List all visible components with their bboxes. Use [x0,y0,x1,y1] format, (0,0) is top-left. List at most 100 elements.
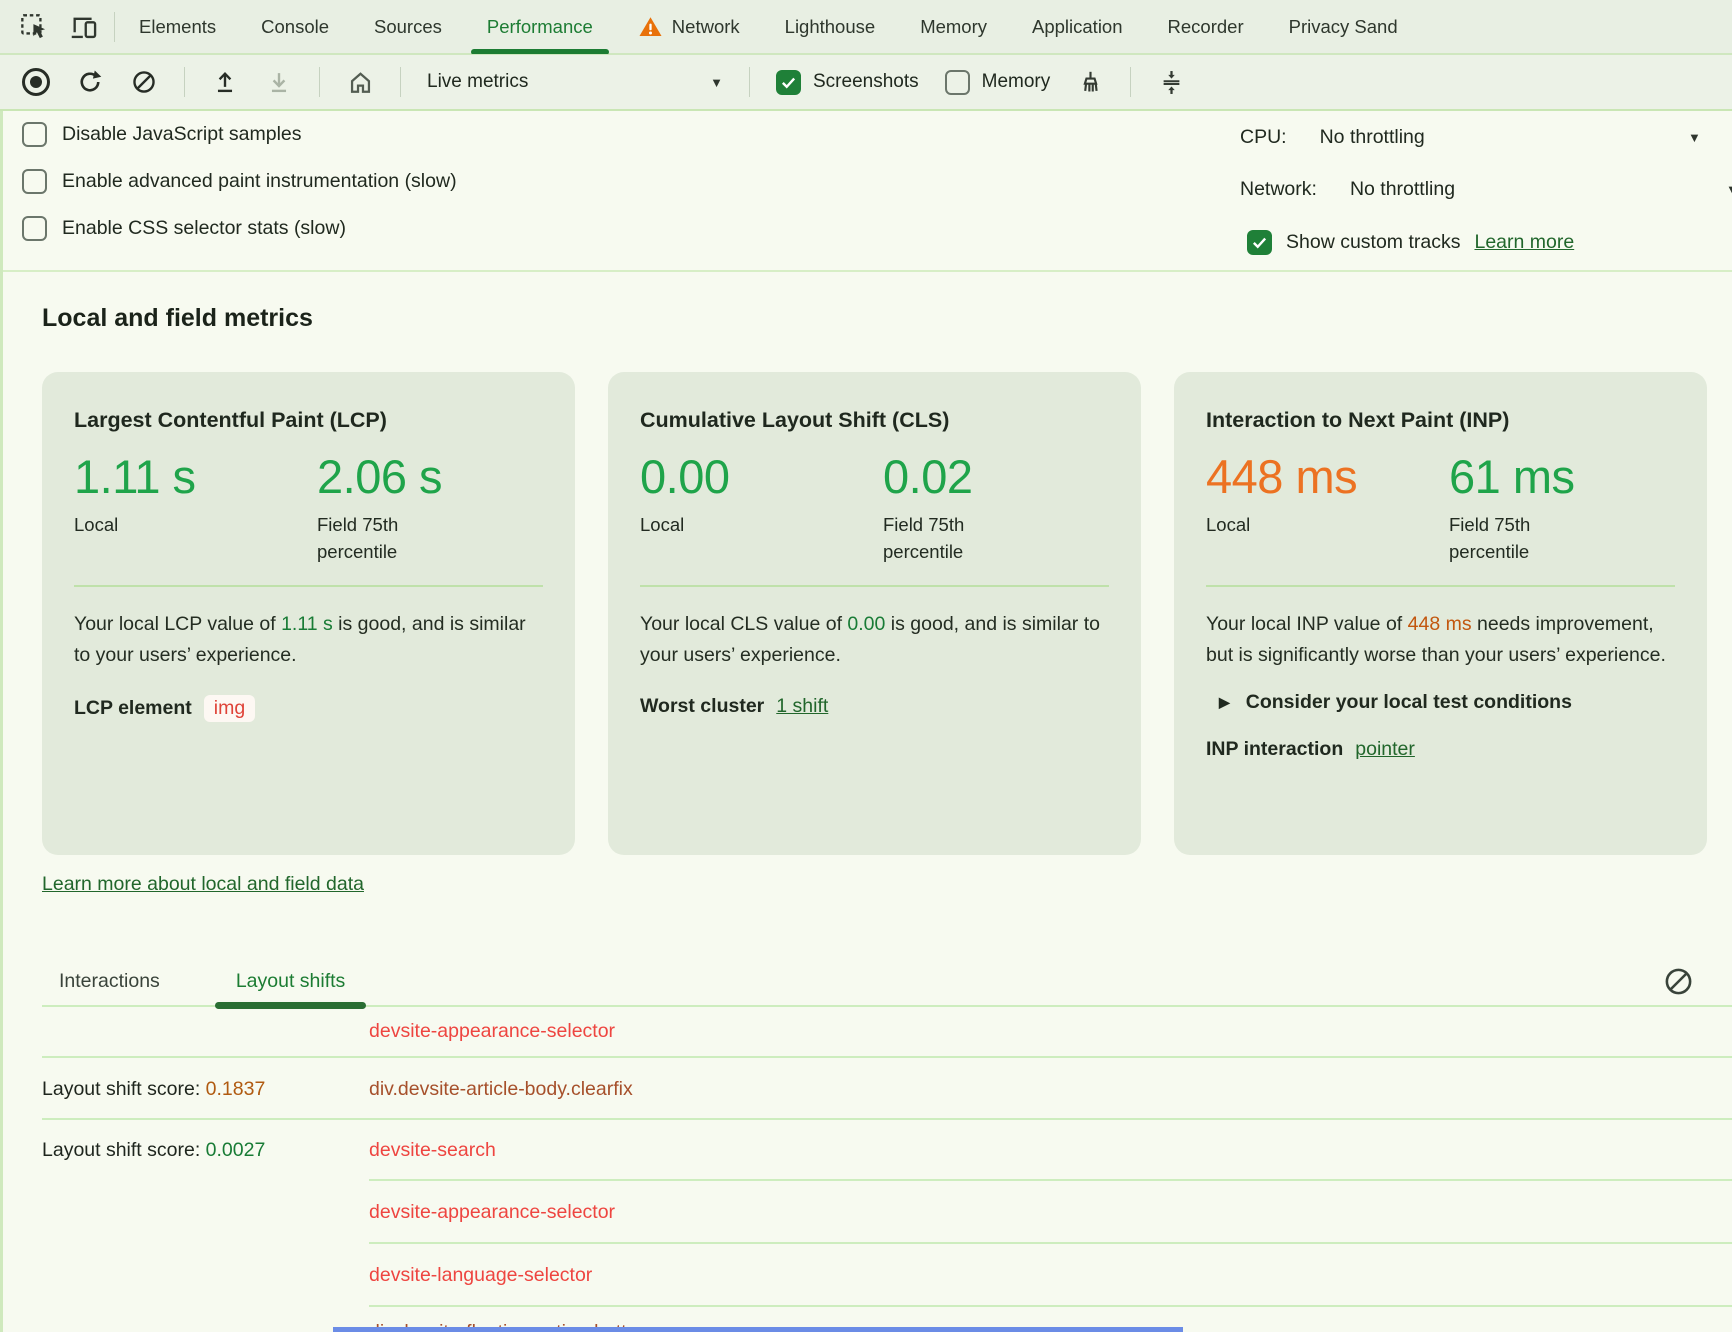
clear-icon[interactable] [130,68,158,96]
lcp-element-row: LCP element img [74,695,543,722]
upload-profile-icon[interactable] [211,68,239,96]
checkbox-unchecked-icon [944,69,970,95]
checkbox-checked-icon [1247,230,1272,255]
cls-field-value: 0.02 [883,450,973,503]
device-toolbar-icon[interactable] [70,13,98,41]
layout-shift-row: devsite-appearance-selector [42,1005,1732,1058]
reload-and-record-icon[interactable] [76,68,104,96]
layout-shift-row: devsite-language-selector [42,1244,1732,1307]
tab-privacy-sandbox[interactable]: Privacy Sand [1289,0,1398,54]
layout-shift-row: Layout shift score: 0.0027 devsite-searc… [42,1120,1732,1181]
checkbox-unchecked-icon [22,122,47,147]
field-label: Field 75th percentile [883,514,965,562]
tab-console[interactable]: Console [261,0,329,54]
tracks-learn-more-link[interactable]: Learn more [1474,231,1575,253]
layout-shift-rows: devsite-appearance-selector Layout shift… [42,1005,1732,1332]
tab-elements[interactable]: Elements [139,0,216,54]
memory-label: Memory [981,71,1051,92]
node-link[interactable]: devsite-search [369,1139,496,1161]
memory-checkbox[interactable]: Memory [944,69,1051,95]
tab-label: Application [1032,15,1123,37]
inp-interaction-link[interactable]: pointer [1355,738,1415,760]
record-button[interactable] [22,68,50,96]
tab-lighthouse[interactable]: Lighthouse [785,0,876,54]
tab-sources[interactable]: Sources [374,0,442,54]
desc-text: Your local CLS value of [640,613,848,635]
tab-recorder[interactable]: Recorder [1168,0,1244,54]
show-custom-tracks-checkbox[interactable]: Show custom tracks Learn more [1247,230,1574,255]
inp-description: Your local INP value of 448 ms needs imp… [1206,609,1675,671]
css-selector-stats-checkbox[interactable]: Enable CSS selector stats (slow) [22,216,346,241]
home-icon[interactable] [346,68,374,96]
screenshots-checkbox[interactable]: Screenshots [776,69,919,95]
checkbox-checked-icon [776,69,801,95]
disable-js-samples-checkbox[interactable]: Disable JavaScript samples [22,122,302,147]
checkbox-label: Enable advanced paint instrumentation (s… [62,170,457,192]
clear-log-icon[interactable] [1663,966,1694,997]
lcp-description: Your local LCP value of 1.11 s is good, … [74,609,543,671]
worst-cluster-link[interactable]: 1 shift [776,695,829,717]
desc-value: 1.11 s [281,613,333,635]
local-test-conditions-expander[interactable]: ▶ Consider your local test conditions [1206,691,1675,714]
inp-interaction-row: INP interaction pointer [1206,738,1675,761]
tab-performance[interactable]: Performance [470,0,609,54]
screenshots-label: Screenshots [813,71,919,92]
score-value: 0.1837 [205,1077,266,1100]
collapse-panel-icon[interactable] [1157,68,1185,96]
download-profile-icon[interactable] [265,68,293,96]
chevron-down-icon[interactable]: ▼ [1726,182,1732,197]
cpu-throttle-row: CPU: No throttling ▼ [1240,126,1732,149]
toolbar-separator [400,67,401,97]
inp-card: Interaction to Next Paint (INP) 448 ms L… [1174,372,1707,855]
tab-label: Elements [139,15,217,37]
tab-label: Network [671,15,740,37]
worst-cluster-row: Worst cluster 1 shift [640,695,1109,718]
tab-label: Performance [486,15,593,37]
inp-interaction-label: INP interaction [1206,738,1344,760]
network-label: Network: [1240,178,1317,200]
node-link[interactable]: div.devsite-article-body.clearfix [369,1077,633,1100]
inspect-element-icon[interactable] [20,13,48,41]
network-throttle-select[interactable]: No throttling [1349,178,1456,200]
panel-mode-value: Live metrics [427,71,529,92]
advanced-paint-checkbox[interactable]: Enable advanced paint instrumentation (s… [22,169,457,194]
panel-mode-select[interactable]: Live metrics ▼ [427,71,723,93]
chevron-down-icon[interactable]: ▼ [1688,130,1701,145]
gc-brush-icon[interactable] [1076,68,1104,96]
capture-settings: Disable JavaScript samples Enable advanc… [3,111,1732,272]
toolbar-separator [749,67,750,97]
layout-shift-row: div.devsite-floating-action-buttons [42,1307,1732,1332]
desc-value: 0.00 [847,613,886,635]
tab-application[interactable]: Application [1032,0,1123,54]
inp-card-title: Interaction to Next Paint (INP) [1206,408,1510,432]
cpu-label: CPU: [1240,126,1287,148]
tab-label: Recorder [1167,15,1244,37]
tab-label: Sources [374,15,442,37]
card-divider [1206,585,1675,587]
local-label: Local [74,514,119,535]
lcp-card: Largest Contentful Paint (LCP) 1.11 s Lo… [42,372,575,855]
local-label: Local [640,514,685,535]
tab-interactions[interactable]: Interactions [42,958,177,1005]
node-link[interactable]: devsite-language-selector [369,1264,593,1286]
page-title: Local and field metrics [42,304,313,332]
checkbox-unchecked-icon [22,216,47,241]
lcp-element-node-link[interactable]: img [203,695,256,722]
local-label: Local [1206,514,1251,535]
checkbox-label: Disable JavaScript samples [62,123,302,145]
node-link[interactable]: div.devsite-floating-action-buttons [369,1321,658,1332]
cpu-throttle-select[interactable]: No throttling [1319,126,1425,148]
tab-network[interactable]: Network [638,0,740,54]
tab-memory[interactable]: Memory [920,0,987,54]
tab-layout-shifts[interactable]: Layout shifts [214,958,367,1009]
score-value: 0.0027 [205,1139,266,1161]
lcp-field-value: 2.06 s [317,450,443,503]
node-link[interactable]: devsite-appearance-selector [369,1020,616,1042]
tab-label: Lighthouse [784,15,876,37]
checkbox-unchecked-icon [22,169,47,194]
devtools-tabbar: Elements Console Sources Performance Net… [0,0,1732,55]
learn-more-field-data-link[interactable]: Learn more about local and field data [42,873,364,895]
node-link[interactable]: devsite-appearance-selector [369,1201,616,1223]
desc-text: is good, and is similar to your users’ e… [74,613,526,666]
